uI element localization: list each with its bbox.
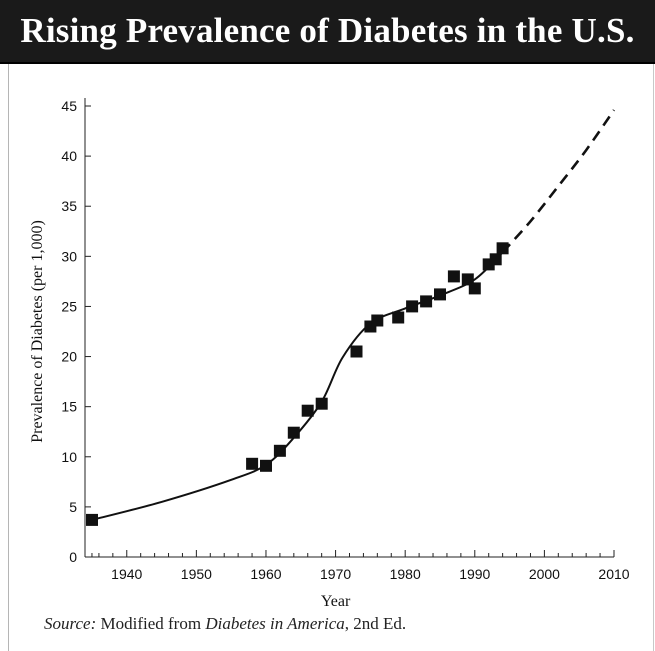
chart-points: [86, 242, 509, 526]
data-point: [260, 459, 272, 472]
chart-lines: [91, 109, 616, 521]
x-tick-label: 1970: [320, 566, 351, 582]
source-text-after: , 2nd Ed.: [344, 614, 407, 633]
data-point: [392, 311, 405, 324]
y-tick-label: 35: [61, 198, 77, 214]
data-point: [489, 253, 502, 266]
frame-right-border: [653, 64, 654, 651]
data-point: [434, 288, 446, 301]
projection-dashed-line: [501, 109, 616, 254]
y-tick-label: 10: [61, 449, 77, 465]
x-tick-label: 2010: [598, 566, 629, 582]
data-point: [371, 314, 384, 327]
source-note: Source: Modified from Diabetes in Americ…: [44, 614, 406, 634]
x-tick-label: 1980: [390, 566, 421, 582]
data-point: [301, 404, 314, 417]
data-point: [468, 282, 481, 295]
title-bar: [0, 0, 655, 64]
data-point: [406, 300, 419, 313]
x-tick-label: 1990: [459, 566, 490, 582]
x-tick-label: 1960: [250, 566, 281, 582]
y-tick-label: 20: [61, 349, 77, 365]
y-tick-label: 5: [69, 499, 77, 515]
y-tick-label: 45: [61, 98, 77, 114]
source-text-before: Modified from: [96, 614, 206, 633]
source-prefix: Source:: [44, 614, 97, 633]
data-point: [496, 242, 509, 255]
data-point: [287, 426, 300, 439]
y-tick-label: 0: [69, 549, 77, 565]
y-tick-label: 40: [61, 148, 77, 164]
y-axis-label: Prevalence of Diabetes (per 1,000): [29, 220, 46, 443]
x-tick-label: 2000: [529, 566, 560, 582]
frame-left-border: [8, 64, 9, 651]
data-point: [447, 270, 460, 283]
data-point: [86, 513, 98, 526]
chart-axes: [84, 98, 615, 558]
data-point: [420, 295, 433, 308]
y-tick-label: 30: [61, 248, 77, 264]
data-point: [350, 345, 363, 358]
x-axis-label: Year: [321, 593, 351, 610]
data-point: [246, 457, 259, 470]
data-point: [273, 444, 286, 457]
x-tick-label: 1940: [111, 566, 142, 582]
y-tick-label: 25: [61, 298, 77, 314]
chart-title: Rising Prevalence of Diabetes in the U.S…: [20, 11, 635, 50]
x-tick-label: 1950: [181, 566, 212, 582]
data-point: [315, 397, 328, 410]
chart-labels: 0 5 10 15 20 25 30 35 40 45 1940 1950 1960 1970 1980 19…: [29, 98, 630, 610]
y-tick-label: 15: [61, 399, 77, 415]
source-book-title: Diabetes in America: [205, 614, 345, 633]
